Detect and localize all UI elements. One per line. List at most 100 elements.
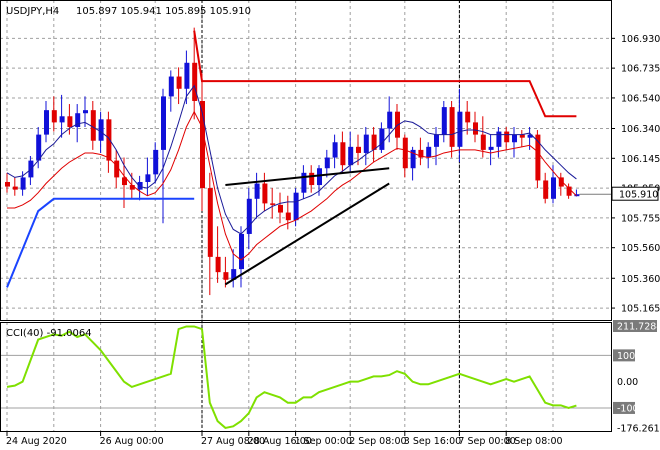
price-axis-label: 106.540: [621, 93, 660, 104]
candle-body: [67, 116, 73, 127]
cci-panel-frame: [0, 322, 612, 432]
candle-body: [387, 111, 393, 129]
cci-level-box: [613, 401, 635, 414]
symbol-label: USDJPY,H4: [6, 6, 59, 17]
price-plot: [5, 27, 611, 296]
fast-moving-average: [6, 84, 577, 235]
candle-body: [176, 76, 182, 89]
candle-body: [496, 131, 502, 147]
candle-body: [114, 160, 120, 178]
candle-body: [12, 186, 18, 190]
candle-body: [262, 183, 268, 204]
candle-body: [161, 96, 166, 150]
candle-body: [449, 107, 455, 147]
cci-line: [6, 325, 577, 430]
candle-body: [270, 203, 276, 205]
candle-body: [215, 256, 221, 273]
candle-body: [5, 181, 10, 187]
candle-body: [98, 119, 104, 141]
candle-body: [363, 134, 369, 153]
candle-body: [379, 128, 385, 150]
candle-body: [83, 110, 88, 114]
candle-body: [426, 146, 432, 158]
cci-level-box: [613, 320, 657, 332]
candle-body: [356, 146, 361, 153]
candle-body: [285, 212, 291, 221]
price-axis-label: 105.360: [621, 274, 660, 285]
ohlc-label: 105.897 105.941 105.895 105.910: [76, 6, 251, 17]
time-axis-label: 8 Sep 08:00: [505, 436, 562, 447]
candle-body: [301, 172, 307, 193]
candle-body: [44, 110, 49, 135]
candle-body: [535, 134, 541, 181]
lower-channel-line: [6, 197, 195, 288]
candle-body: [51, 110, 57, 123]
trendline: [224, 182, 390, 286]
candle-body: [246, 198, 252, 234]
candle-body: [480, 134, 486, 150]
candle-body: [348, 146, 354, 166]
candle-body: [551, 177, 556, 199]
time-axis-label: 24 Aug 2020: [6, 436, 67, 447]
candle-body: [371, 134, 377, 150]
axes: 106.930 106.735 106.540 106.340 106.145 105.9…: [6, 34, 660, 447]
price-axis-label: 105.755: [621, 213, 660, 224]
price-axis-label: 106.340: [621, 124, 660, 135]
candle-body: [129, 185, 135, 190]
price-panel-frame: [0, 0, 612, 321]
time-axis-label: 27 Aug 08:00: [201, 436, 265, 447]
candle-body: [36, 134, 42, 161]
candle-body: [527, 134, 533, 138]
time-axis-label: 3 Sep 16:00: [404, 436, 461, 447]
candle-body: [332, 142, 338, 158]
price-axis-label: 105.560: [621, 243, 660, 254]
cci-axis-label: 211.7284: [617, 322, 660, 333]
candle-body: [90, 110, 96, 141]
price-axis-label: 106.930: [621, 34, 660, 45]
candle-body: [254, 183, 260, 199]
cci-label: CCI(40) -91.0064: [6, 328, 92, 339]
candle-body: [340, 142, 346, 166]
candle-body: [324, 157, 330, 169]
candle-body: [473, 122, 478, 135]
candle-body: [457, 111, 463, 147]
candle-body: [184, 62, 190, 89]
candle-body: [402, 137, 408, 169]
candle-body: [106, 119, 112, 161]
candle-body: [519, 134, 525, 138]
upper-channel-line: [193, 30, 577, 118]
candle-body: [543, 180, 549, 199]
candle-body: [223, 272, 229, 280]
cci-axis-label: 0.00: [617, 377, 638, 388]
candle-body: [309, 172, 315, 186]
time-axis-label: 26 Aug 00:00: [100, 436, 164, 447]
time-axis-label: 1 Sep 00:00: [295, 436, 352, 447]
candle-body: [278, 204, 283, 213]
candle-body: [317, 168, 322, 186]
candle-body: [207, 188, 213, 257]
candle-body: [192, 62, 198, 101]
time-axis-label: 28 Aug 16:00: [248, 436, 312, 447]
cci-axis-label: -100: [617, 403, 639, 414]
price-axis-label: 105.165: [621, 304, 660, 315]
candle-body: [231, 269, 237, 280]
price-axis-label: 106.145: [621, 154, 660, 165]
candle-body: [239, 233, 244, 270]
trendline: [225, 167, 390, 187]
candle-body: [153, 149, 159, 175]
candle-body: [200, 100, 205, 189]
candle-body: [418, 149, 424, 158]
candle-body: [145, 174, 151, 182]
candle-body: [75, 113, 81, 127]
cci-plot: [0, 325, 611, 430]
cci-axis-label: -176.2619: [617, 424, 660, 435]
candle-body: [293, 192, 299, 221]
time-axis-label: 7 Sep 00:00: [458, 436, 515, 447]
candle-body: [574, 194, 580, 197]
candle-body: [168, 76, 174, 97]
candle-body: [488, 146, 494, 150]
cci-level-box: [613, 349, 635, 362]
